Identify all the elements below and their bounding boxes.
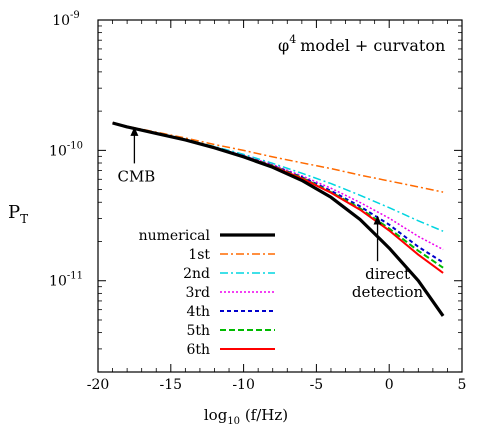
cmb-label: CMB bbox=[117, 167, 155, 185]
plot-border bbox=[97, 19, 463, 373]
axis-ticks: -20 -15 -10 -5 0 5 10-9 10-10 10-11 bbox=[49, 10, 466, 393]
direct-detection-label-2: detection bbox=[352, 283, 424, 301]
x-tick-label: 0 bbox=[385, 377, 394, 393]
series-line-2nd bbox=[112, 122, 444, 232]
plot-frame bbox=[97, 19, 463, 373]
direct-detection-label-1: direct bbox=[365, 265, 410, 283]
y-tick-label: 10-9 bbox=[52, 10, 80, 29]
legend-label-1st: 1st bbox=[188, 247, 210, 263]
legend-label-3rd: 3rd bbox=[185, 285, 210, 301]
legend: numerical 1st 2nd 3rd 4th 5th 6th bbox=[139, 228, 275, 358]
cmb-arrow-head bbox=[130, 126, 139, 136]
series-lines bbox=[112, 121, 445, 317]
x-tick-label: -10 bbox=[232, 377, 255, 393]
series-line-5th bbox=[112, 122, 444, 269]
legend-label-5th: 5th bbox=[186, 323, 210, 339]
y-tick-label: 10-10 bbox=[49, 140, 83, 159]
legend-label-4th: 4th bbox=[186, 304, 210, 320]
x-tick-label: -15 bbox=[160, 377, 183, 393]
model-annotation: φ4 model + curvaton bbox=[278, 33, 445, 55]
model-phi: φ bbox=[278, 36, 289, 55]
x-tick-label: -5 bbox=[310, 377, 324, 393]
series-line-6th bbox=[112, 122, 444, 274]
y-axis-label: PT bbox=[8, 202, 28, 226]
x-axis-label: log10 (f/Hz) bbox=[204, 406, 288, 427]
legend-label-6th: 6th bbox=[186, 342, 210, 358]
x-tick-label: -20 bbox=[87, 377, 110, 393]
model-label: model + curvaton bbox=[300, 36, 445, 55]
x-tick-label: 5 bbox=[458, 377, 467, 393]
model-power: 4 bbox=[289, 33, 296, 46]
legend-label-2nd: 2nd bbox=[183, 266, 210, 282]
legend-label-numerical: numerical bbox=[139, 228, 211, 244]
series-line-numerical bbox=[112, 121, 445, 317]
direct-detection-arrow-head bbox=[373, 215, 382, 225]
y-tick-label: 10-11 bbox=[49, 271, 83, 290]
